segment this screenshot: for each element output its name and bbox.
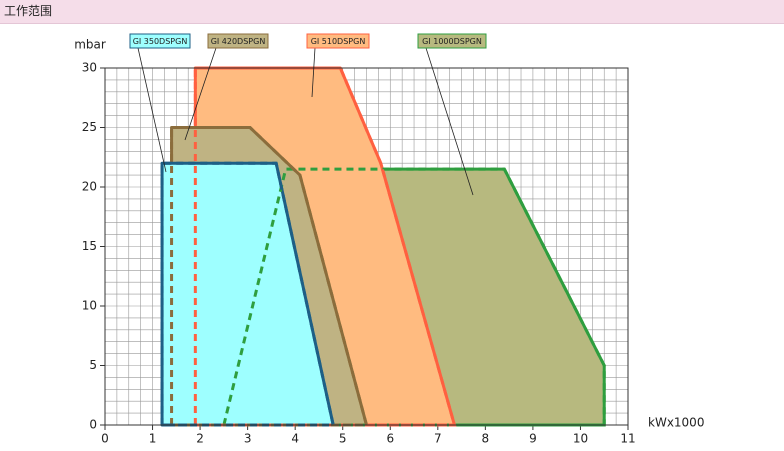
leader-line: [425, 47, 474, 196]
x-tick-label: 5: [339, 432, 347, 446]
y-tick-label: 20: [82, 180, 97, 194]
range-outline-hidden: [193, 66, 457, 427]
y-tick-label: 0: [89, 418, 97, 432]
leader-line: [184, 47, 217, 141]
x-tick-label: 11: [620, 432, 635, 446]
y-tick-label: 15: [82, 239, 97, 253]
legend-box: [207, 33, 269, 49]
x-tick-label: 3: [244, 432, 252, 446]
legend-box: [417, 33, 487, 49]
plot-frame: [104, 67, 629, 426]
chart: mbar kWx1000 0 1 2 3 4 5 6 7 8 9 10 11 0 5 10 15 20 25 30 G…: [74, 33, 704, 446]
x-tick-label: 1: [149, 432, 157, 446]
x-tick-label: 0: [101, 432, 109, 446]
header-title: 工作范围: [0, 0, 784, 24]
range-outline-hidden: [221, 167, 606, 427]
y-tick-label: 25: [82, 120, 97, 134]
leader-line: [311, 47, 316, 98]
y-tick-label: 30: [82, 61, 97, 75]
x-tick-label: 4: [291, 432, 299, 446]
x-tick-label: 8: [482, 432, 490, 446]
y-axis-label: mbar: [74, 38, 106, 52]
legend-box: [129, 33, 191, 49]
legend-label: GI 350DSPGN: [133, 37, 188, 46]
x-tick-label: 7: [434, 432, 442, 446]
legend-box: [306, 33, 370, 49]
legend-label: GI 420DSPGN: [211, 37, 266, 46]
x-tick-label: 10: [573, 432, 588, 446]
x-axis-label: kWx1000: [648, 416, 704, 430]
legend-label: GI 510DSPGN: [311, 37, 366, 46]
legend-label: GI 1000DSPGN: [422, 37, 482, 46]
x-tick-label: 9: [529, 432, 537, 446]
y-tick-label: 5: [89, 358, 97, 372]
x-tick-label: 2: [196, 432, 204, 446]
x-tick-label: 6: [386, 432, 394, 446]
y-tick-label: 10: [82, 299, 97, 313]
leader-line: [137, 47, 167, 173]
